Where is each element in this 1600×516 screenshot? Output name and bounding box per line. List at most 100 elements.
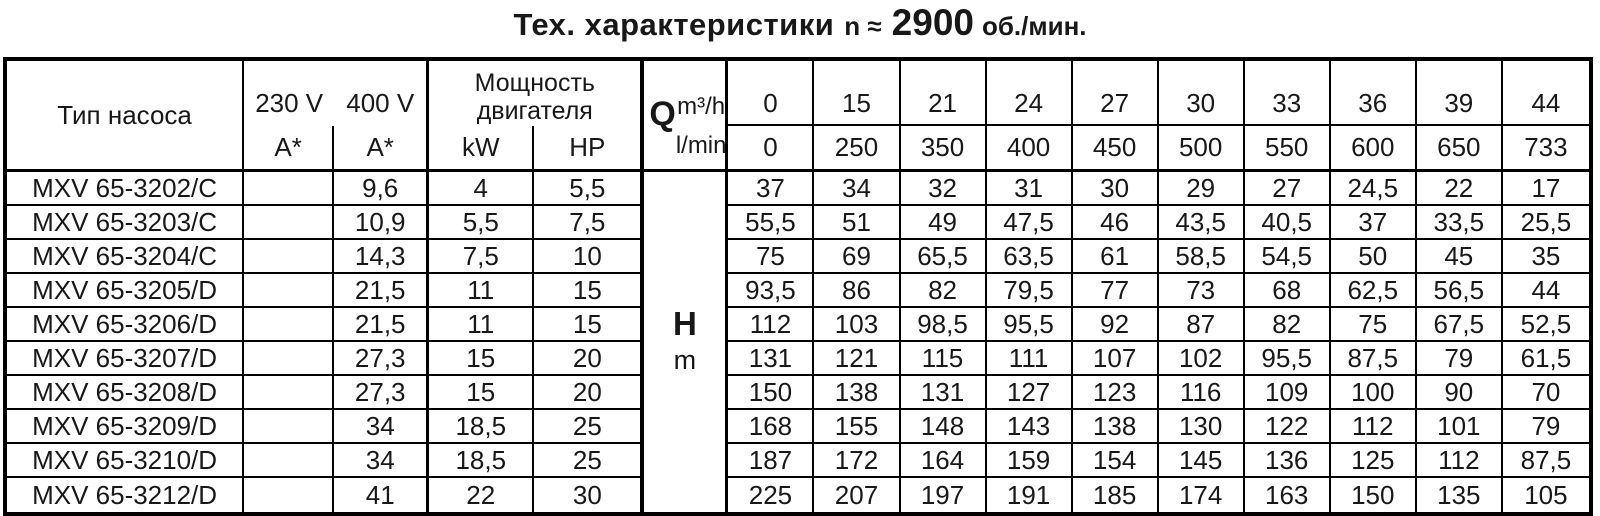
current-400v-cell: 21,5 (334, 274, 430, 308)
q-symbol: Q (649, 95, 676, 134)
head-unit-m: m (673, 345, 697, 375)
power-hp-cell: 25 (534, 444, 645, 478)
power-hp-cell: 20 (534, 342, 645, 376)
head-value-cell: 50 (1330, 240, 1417, 274)
power-kw-cell: 18,5 (429, 410, 535, 444)
head-value-cell: 61 (1072, 240, 1159, 274)
power-kw-cell: 11 (429, 274, 535, 308)
title-rpm-units: об./мин. (981, 11, 1087, 41)
power-kw-cell: 7,5 (429, 240, 535, 274)
head-value-cell: 37 (1330, 206, 1417, 240)
head-value-cell: 47,5 (986, 206, 1073, 240)
current-400v-cell: 14,3 (334, 240, 430, 274)
pump-type-cell: MXV 65-3212/D (7, 478, 245, 512)
flow-lmin-value: 0 (728, 126, 815, 172)
kw-header: kW (429, 126, 535, 172)
table-row: MXV 65-3210/D 34 18,5 25 187 172 164 159 154 145 1… (7, 444, 1589, 478)
head-value-cell: 79 (1416, 342, 1503, 376)
pump-type-cell: MXV 65-3207/D (7, 342, 245, 376)
flow-lmin-value: 500 (1158, 126, 1245, 172)
head-value-cell: 29 (1158, 172, 1245, 206)
head-value-cell: 109 (1244, 376, 1331, 410)
table-row: MXV 65-3209/D 34 18,5 25 168 155 148 143 138 130 1… (7, 410, 1589, 444)
power-kw-cell: 11 (429, 308, 535, 342)
voltage-400-header: 400 V (334, 61, 430, 126)
current-400v-cell: 27,3 (334, 342, 430, 376)
power-hp-cell: 25 (534, 410, 645, 444)
head-value-cell: 159 (986, 444, 1073, 478)
flow-lmin-value: 400 (986, 126, 1073, 172)
head-value-cell: 46 (1072, 206, 1159, 240)
head-value-cell: 56,5 (1416, 274, 1503, 308)
head-value-cell: 100 (1330, 376, 1417, 410)
pump-type-cell: MXV 65-3210/D (7, 444, 245, 478)
power-hp-cell: 30 (534, 478, 645, 512)
pump-type-cell: MXV 65-3206/D (7, 308, 245, 342)
head-value-cell: 103 (814, 308, 901, 342)
table-row: MXV 65-3206/D 21,5 11 15 112 103 98,5 95,5 92 87 8… (7, 308, 1589, 342)
current-400v-cell: 9,6 (334, 172, 430, 206)
head-value-cell: 123 (1072, 376, 1159, 410)
flow-m3h-value: 21 (900, 61, 987, 126)
header-row-bottom: A* A* kW HP 0 250 350 400 450 500 550 600 650 733 (7, 126, 1589, 172)
head-value-cell: 70 (1502, 376, 1589, 410)
head-value-cell: 143 (986, 410, 1073, 444)
head-value-cell: 164 (900, 444, 987, 478)
head-value-cell: 87,5 (1502, 444, 1589, 478)
head-value-cell: 154 (1072, 444, 1159, 478)
head-value-cell: 86 (814, 274, 901, 308)
current-230v-cell (244, 206, 335, 240)
pump-type-cell: MXV 65-3204/C (7, 240, 245, 274)
q-unit-lmin: l/min (675, 132, 727, 160)
head-value-cell: 52,5 (1502, 308, 1589, 342)
head-value-cell: 82 (1244, 308, 1331, 342)
head-value-cell: 145 (1158, 444, 1245, 478)
head-value-cell: 191 (987, 478, 1073, 512)
flow-lmin-value: 600 (1330, 126, 1417, 172)
head-value-cell: 51 (814, 206, 901, 240)
current-400v-cell: 21,5 (334, 308, 430, 342)
header-row-top: Тип насоса 230 V 400 V Мощность двигател… (7, 61, 1589, 172)
head-value-cell: 122 (1244, 410, 1331, 444)
head-value-cell: 79,5 (986, 274, 1073, 308)
head-value-cell: 24,5 (1330, 172, 1417, 206)
head-value-cell: 25,5 (1502, 206, 1589, 240)
head-value-cell: 121 (814, 342, 901, 376)
current-230v-cell (244, 308, 335, 342)
head-value-cell: 115 (900, 342, 987, 376)
head-value-cell: 131 (728, 342, 815, 376)
title-rpm-value: 2900 (891, 2, 974, 43)
head-value-cell: 34 (814, 172, 901, 206)
head-value-cell: 54,5 (1244, 240, 1331, 274)
head-value-cell: 43,5 (1158, 206, 1245, 240)
pump-type-header: Тип насоса (7, 61, 245, 172)
flow-m3h-value: 36 (1330, 61, 1417, 126)
head-value-cell: 67,5 (1416, 308, 1503, 342)
head-value-cell: 44 (1502, 274, 1589, 308)
head-value-cell: 150 (1331, 478, 1417, 512)
current-230v-cell (244, 240, 335, 274)
head-value-cell: 49 (900, 206, 987, 240)
head-value-cell: 22 (1416, 172, 1503, 206)
head-value-cell: 101 (1416, 410, 1503, 444)
head-value-cell: 131 (900, 376, 987, 410)
table-row: MXV 65-3208/D 27,3 15 20 150 138 131 127 123 116 1… (7, 376, 1589, 410)
power-hp-cell: 20 (534, 376, 645, 410)
flow-lmin-value: 733 (1502, 126, 1589, 172)
flow-m3h-value: 27 (1072, 61, 1159, 126)
head-value-cell: 105 (1524, 479, 1568, 510)
head-value-cell: 17 (1502, 172, 1589, 206)
head-value-cell: 35 (1502, 240, 1589, 274)
head-value-cell: 65,5 (900, 240, 987, 274)
current-230v-cell (244, 274, 335, 308)
head-value-cell: 62,5 (1330, 274, 1417, 308)
power-kw-cell: 4 (429, 172, 535, 206)
power-hp-cell: 15 (534, 274, 645, 308)
head-value-cell: 55,5 (728, 206, 815, 240)
head-value-cell: 187 (728, 444, 815, 478)
q-header-layout: Q m³/h l/min (644, 62, 725, 168)
head-value-cell: 207 (814, 478, 901, 512)
head-value-cell: 138 (814, 376, 901, 410)
